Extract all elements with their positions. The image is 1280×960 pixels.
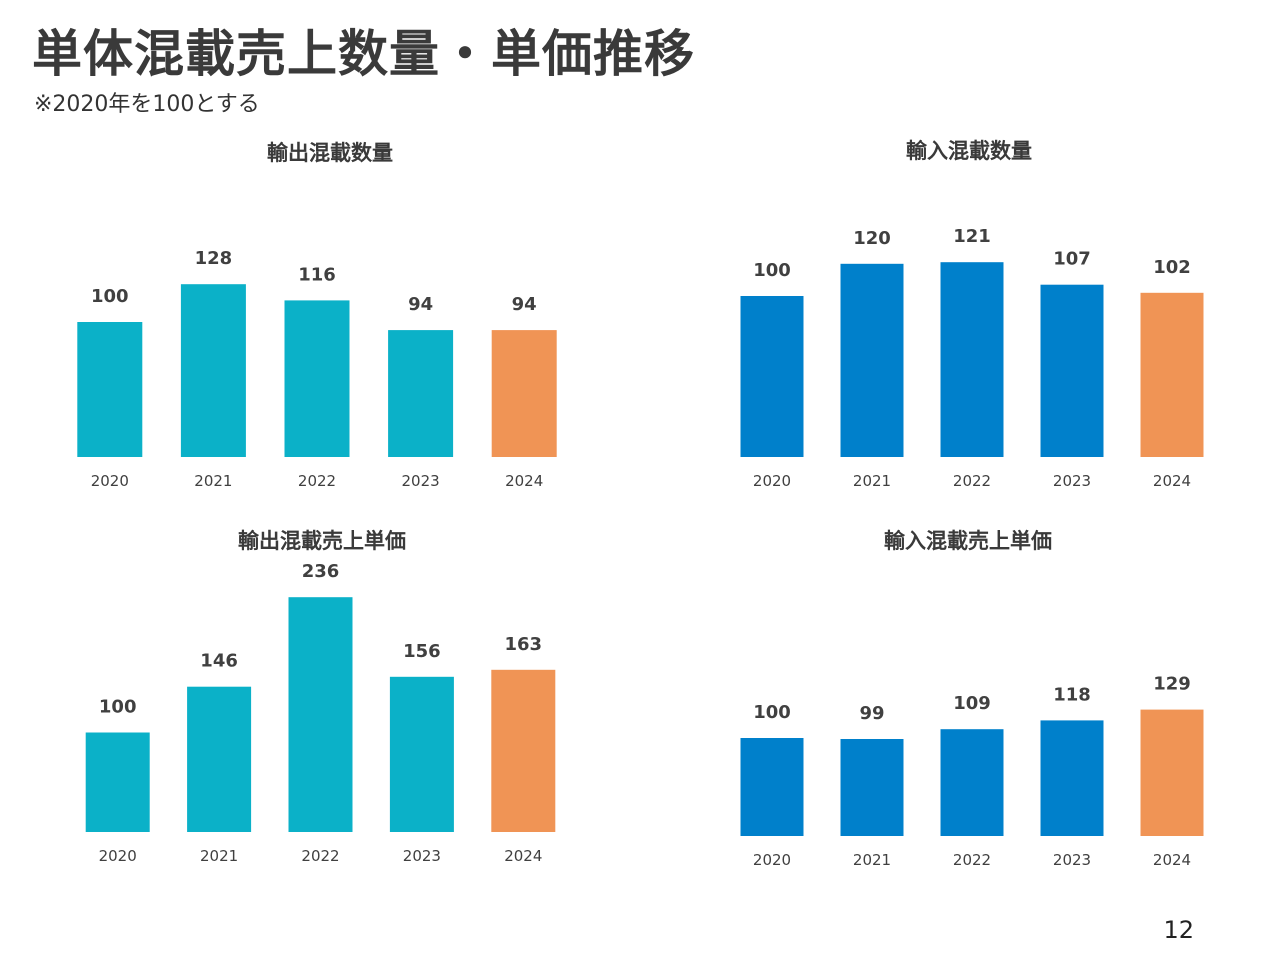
value-label: 94: [408, 294, 433, 315]
value-label: 100: [91, 286, 129, 307]
bar-2021: [840, 739, 904, 836]
chart-title: 輸出混載数量: [267, 141, 393, 165]
bar-2022: [940, 729, 1004, 836]
bar-2022: [284, 300, 350, 457]
value-label: 100: [753, 702, 791, 723]
chart-import-volume: 輸入混載数量 100 2020 120 2021 121 2022 107 2023 102 202…: [740, 139, 1204, 490]
chart-import-unit-price: 輸入混載売上単価 100 2020 99 2021 109 2022 118 2023 129 20…: [740, 529, 1204, 869]
bar-2020: [77, 322, 143, 457]
bar-2023: [388, 330, 454, 457]
value-label: 120: [853, 228, 891, 249]
value-label: 121: [953, 226, 991, 247]
category-label: 2020: [91, 472, 129, 490]
bar-2024: [491, 669, 556, 832]
category-label: 2023: [1053, 851, 1091, 869]
value-label: 102: [1153, 257, 1191, 278]
bar-2023: [389, 676, 454, 832]
category-label: 2021: [853, 851, 891, 869]
value-label: 100: [99, 697, 137, 718]
page-note: ※2020年を100とする: [34, 92, 260, 117]
chart-title: 輸入混載数量: [906, 139, 1032, 163]
value-label: 128: [195, 248, 233, 269]
value-label: 116: [298, 264, 336, 285]
bar-2020: [740, 738, 804, 836]
category-label: 2020: [753, 472, 791, 490]
category-label: 2021: [194, 472, 232, 490]
category-label: 2020: [753, 851, 791, 869]
bar-2022: [940, 262, 1004, 457]
bar-2024: [1140, 709, 1204, 836]
value-label: 236: [302, 561, 340, 582]
value-label: 107: [1053, 249, 1091, 270]
bar-2024: [1140, 292, 1204, 457]
category-label: 2022: [301, 847, 339, 865]
bar-2023: [1040, 720, 1104, 836]
value-label: 129: [1153, 674, 1191, 695]
category-label: 2024: [1153, 472, 1191, 490]
page-title: 単体混載売上数量・単価推移: [32, 25, 695, 83]
bar-2021: [840, 263, 904, 457]
value-label: 118: [1053, 684, 1091, 705]
value-label: 109: [953, 693, 991, 714]
category-label: 2024: [1153, 851, 1191, 869]
category-label: 2022: [298, 472, 336, 490]
value-label: 146: [200, 651, 238, 672]
chart-title: 輸出混載売上単価: [238, 529, 406, 553]
bar-2020: [740, 296, 804, 457]
category-label: 2022: [953, 472, 991, 490]
category-label: 2023: [403, 847, 441, 865]
category-label: 2024: [504, 847, 542, 865]
value-label: 99: [859, 703, 884, 724]
category-label: 2021: [853, 472, 891, 490]
category-label: 2023: [1053, 472, 1091, 490]
value-label: 156: [403, 641, 441, 662]
category-label: 2021: [200, 847, 238, 865]
bar-2024: [491, 330, 557, 457]
bar-2020: [85, 732, 150, 832]
value-label: 94: [512, 294, 537, 315]
bar-2021: [187, 686, 252, 832]
page-number: 12: [1163, 916, 1194, 944]
chart-export-volume: 輸出混載数量 100 2020 128 2021 116 2022 94 2023 94 2024: [77, 141, 557, 490]
category-label: 2020: [99, 847, 137, 865]
category-label: 2023: [402, 472, 440, 490]
value-label: 163: [505, 634, 543, 655]
bar-2022: [288, 597, 353, 832]
value-label: 100: [753, 260, 791, 281]
category-label: 2024: [505, 472, 543, 490]
chart-export-unit-price: 輸出混載売上単価 100 2020 146 2021 236 2022 156 2023 163 2…: [85, 529, 556, 865]
bar-2021: [180, 284, 246, 457]
bar-2023: [1040, 284, 1104, 457]
category-label: 2022: [953, 851, 991, 869]
chart-title: 輸入混載売上単価: [884, 529, 1052, 553]
